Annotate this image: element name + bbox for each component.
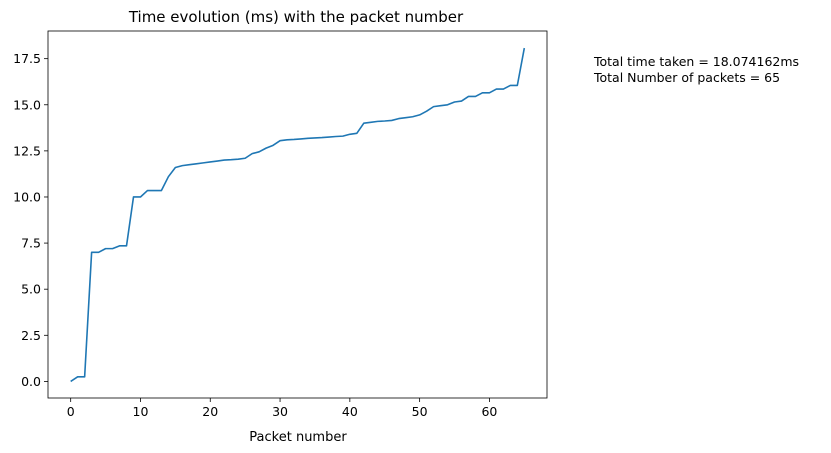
total-time-annotation: Total time taken = 18.074162ms xyxy=(594,54,800,69)
x-tick-label: 0 xyxy=(67,404,75,419)
plot-area: 0 10 20 30 40 50 60 0.0 2.5 5.0 7.5 10.0 12.5 15.0 17… xyxy=(13,30,548,419)
y-tick-label: 7.5 xyxy=(21,236,41,251)
x-axis-label: Packet number xyxy=(249,430,347,445)
y-tick-label: 15.0 xyxy=(13,97,41,112)
y-tick-label: 5.0 xyxy=(21,282,41,297)
y-tick-label: 0.0 xyxy=(21,374,41,389)
x-axis: 0 10 20 30 40 50 60 xyxy=(67,398,497,419)
x-tick-label: 30 xyxy=(272,404,288,419)
y-tick-label: 17.5 xyxy=(13,51,41,66)
x-tick-label: 40 xyxy=(342,404,358,419)
x-tick-label: 20 xyxy=(202,404,218,419)
chart-title: Time evolution (ms) with the packet numb… xyxy=(128,8,464,26)
y-tick-label: 10.0 xyxy=(13,189,41,204)
total-packets-annotation: Total Number of packets = 65 xyxy=(594,70,781,85)
summary-annotation: Total time taken = 18.074162ms Total Num… xyxy=(594,54,799,86)
y-tick-label: 12.5 xyxy=(13,143,41,158)
x-tick-label: 60 xyxy=(481,404,497,419)
y-axis: 0.0 2.5 5.0 7.5 10.0 12.5 15.0 17.5 xyxy=(13,51,48,389)
data-series-line xyxy=(70,47,526,383)
plot-frame xyxy=(47,30,548,399)
x-tick-label: 10 xyxy=(133,404,149,419)
y-tick-label: 2.5 xyxy=(21,328,41,343)
x-tick-label: 50 xyxy=(412,404,428,419)
